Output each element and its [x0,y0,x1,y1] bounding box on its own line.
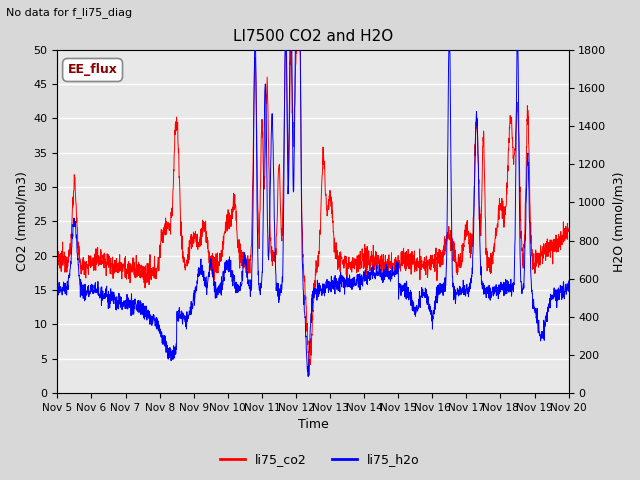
Legend: li75_co2, li75_h2o: li75_co2, li75_h2o [215,448,425,471]
Title: LI7500 CO2 and H2O: LI7500 CO2 and H2O [233,29,393,44]
Text: No data for f_li75_diag: No data for f_li75_diag [6,7,132,18]
X-axis label: Time: Time [298,419,328,432]
Y-axis label: H2O (mmol/m3): H2O (mmol/m3) [612,171,625,272]
Text: EE_flux: EE_flux [68,63,118,76]
Y-axis label: CO2 (mmol/m3): CO2 (mmol/m3) [15,171,28,271]
